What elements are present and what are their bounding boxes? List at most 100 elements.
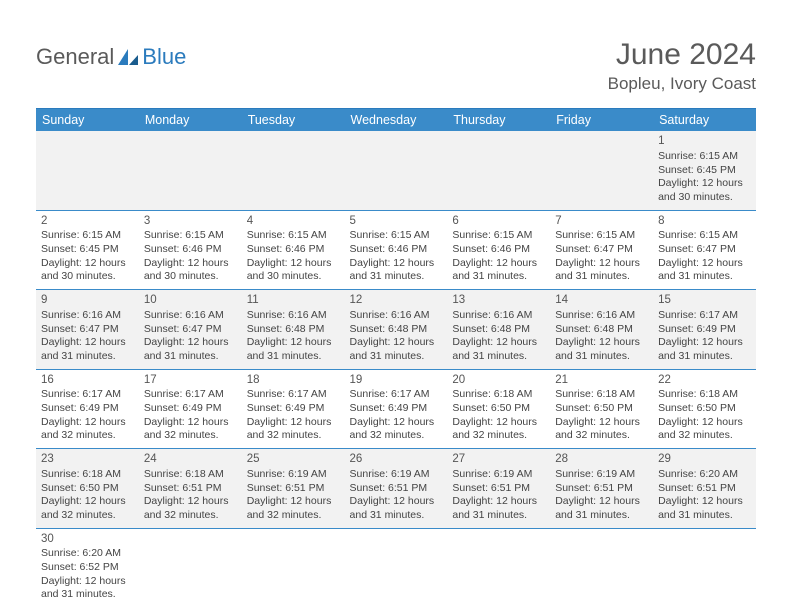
- empty-cell: [139, 131, 242, 210]
- sunrise-text: Sunrise: 6:16 AM: [247, 309, 340, 323]
- daylight2-text: and 32 minutes.: [247, 429, 340, 443]
- sunrise-text: Sunrise: 6:16 AM: [144, 309, 237, 323]
- sunrise-text: Sunrise: 6:15 AM: [658, 150, 751, 164]
- daylight1-text: Daylight: 12 hours: [41, 336, 134, 350]
- day-cell: 24Sunrise: 6:18 AMSunset: 6:51 PMDayligh…: [139, 449, 242, 529]
- sunset-text: Sunset: 6:47 PM: [144, 323, 237, 337]
- daylight1-text: Daylight: 12 hours: [350, 495, 443, 509]
- sunset-text: Sunset: 6:51 PM: [144, 482, 237, 496]
- sunrise-text: Sunrise: 6:19 AM: [555, 468, 648, 482]
- sunset-text: Sunset: 6:47 PM: [658, 243, 751, 257]
- daylight2-text: and 31 minutes.: [144, 350, 237, 364]
- day-cell: 18Sunrise: 6:17 AMSunset: 6:49 PMDayligh…: [242, 369, 345, 449]
- sunset-text: Sunset: 6:49 PM: [350, 402, 443, 416]
- sunset-text: Sunset: 6:49 PM: [247, 402, 340, 416]
- day-number: 11: [247, 293, 340, 308]
- empty-cell: [550, 131, 653, 210]
- day-number: 3: [144, 214, 237, 229]
- day-cell: 25Sunrise: 6:19 AMSunset: 6:51 PMDayligh…: [242, 449, 345, 529]
- daylight1-text: Daylight: 12 hours: [247, 336, 340, 350]
- day-number: 8: [658, 214, 751, 229]
- day-header-row: SundayMondayTuesdayWednesdayThursdayFrid…: [36, 109, 756, 132]
- sunrise-text: Sunrise: 6:15 AM: [41, 229, 134, 243]
- sunset-text: Sunset: 6:51 PM: [350, 482, 443, 496]
- day-cell: 13Sunrise: 6:16 AMSunset: 6:48 PMDayligh…: [447, 290, 550, 370]
- daylight1-text: Daylight: 12 hours: [144, 495, 237, 509]
- day-cell: 17Sunrise: 6:17 AMSunset: 6:49 PMDayligh…: [139, 369, 242, 449]
- sunrise-text: Sunrise: 6:18 AM: [452, 388, 545, 402]
- empty-cell: [653, 528, 756, 607]
- daylight2-text: and 31 minutes.: [452, 509, 545, 523]
- sunrise-text: Sunrise: 6:15 AM: [555, 229, 648, 243]
- daylight1-text: Daylight: 12 hours: [452, 416, 545, 430]
- day-cell: 6Sunrise: 6:15 AMSunset: 6:46 PMDaylight…: [447, 210, 550, 290]
- month-title: June 2024: [608, 38, 756, 72]
- day-cell: 5Sunrise: 6:15 AMSunset: 6:46 PMDaylight…: [345, 210, 448, 290]
- day-number: 17: [144, 373, 237, 388]
- day-cell: 26Sunrise: 6:19 AMSunset: 6:51 PMDayligh…: [345, 449, 448, 529]
- daylight2-text: and 32 minutes.: [555, 429, 648, 443]
- sunrise-text: Sunrise: 6:20 AM: [658, 468, 751, 482]
- sunrise-text: Sunrise: 6:16 AM: [350, 309, 443, 323]
- location: Bopleu, Ivory Coast: [608, 74, 756, 94]
- empty-cell: [242, 528, 345, 607]
- daylight1-text: Daylight: 12 hours: [247, 495, 340, 509]
- sunrise-text: Sunrise: 6:18 AM: [658, 388, 751, 402]
- daylight2-text: and 31 minutes.: [247, 350, 340, 364]
- day-number: 20: [452, 373, 545, 388]
- daylight1-text: Daylight: 12 hours: [658, 257, 751, 271]
- week-row: 30Sunrise: 6:20 AMSunset: 6:52 PMDayligh…: [36, 528, 756, 607]
- day-cell: 23Sunrise: 6:18 AMSunset: 6:50 PMDayligh…: [36, 449, 139, 529]
- day-cell: 30Sunrise: 6:20 AMSunset: 6:52 PMDayligh…: [36, 528, 139, 607]
- daylight1-text: Daylight: 12 hours: [658, 336, 751, 350]
- daylight2-text: and 31 minutes.: [555, 350, 648, 364]
- daylight1-text: Daylight: 12 hours: [247, 257, 340, 271]
- day-number: 16: [41, 373, 134, 388]
- sunset-text: Sunset: 6:50 PM: [41, 482, 134, 496]
- daylight1-text: Daylight: 12 hours: [555, 257, 648, 271]
- sunset-text: Sunset: 6:49 PM: [144, 402, 237, 416]
- week-row: 23Sunrise: 6:18 AMSunset: 6:50 PMDayligh…: [36, 449, 756, 529]
- sunrise-text: Sunrise: 6:18 AM: [144, 468, 237, 482]
- sunrise-text: Sunrise: 6:19 AM: [350, 468, 443, 482]
- daylight2-text: and 32 minutes.: [41, 509, 134, 523]
- daylight2-text: and 31 minutes.: [658, 350, 751, 364]
- day-cell: 10Sunrise: 6:16 AMSunset: 6:47 PMDayligh…: [139, 290, 242, 370]
- day-cell: 12Sunrise: 6:16 AMSunset: 6:48 PMDayligh…: [345, 290, 448, 370]
- day-cell: 21Sunrise: 6:18 AMSunset: 6:50 PMDayligh…: [550, 369, 653, 449]
- daylight2-text: and 32 minutes.: [144, 509, 237, 523]
- daylight1-text: Daylight: 12 hours: [658, 177, 751, 191]
- day-cell: 29Sunrise: 6:20 AMSunset: 6:51 PMDayligh…: [653, 449, 756, 529]
- day-cell: 1Sunrise: 6:15 AMSunset: 6:45 PMDaylight…: [653, 131, 756, 210]
- daylight1-text: Daylight: 12 hours: [350, 336, 443, 350]
- calendar-body: 1Sunrise: 6:15 AMSunset: 6:45 PMDaylight…: [36, 131, 756, 607]
- day-number: 27: [452, 452, 545, 467]
- logo-text-blue: Blue: [142, 44, 186, 70]
- daylight1-text: Daylight: 12 hours: [144, 257, 237, 271]
- sunrise-text: Sunrise: 6:17 AM: [247, 388, 340, 402]
- empty-cell: [447, 131, 550, 210]
- empty-cell: [447, 528, 550, 607]
- daylight2-text: and 31 minutes.: [555, 509, 648, 523]
- day-header: Thursday: [447, 109, 550, 132]
- day-cell: 14Sunrise: 6:16 AMSunset: 6:48 PMDayligh…: [550, 290, 653, 370]
- daylight2-text: and 31 minutes.: [555, 270, 648, 284]
- day-cell: 3Sunrise: 6:15 AMSunset: 6:46 PMDaylight…: [139, 210, 242, 290]
- week-row: 9Sunrise: 6:16 AMSunset: 6:47 PMDaylight…: [36, 290, 756, 370]
- daylight2-text: and 31 minutes.: [452, 350, 545, 364]
- sunset-text: Sunset: 6:51 PM: [452, 482, 545, 496]
- sunset-text: Sunset: 6:52 PM: [41, 561, 134, 575]
- day-number: 21: [555, 373, 648, 388]
- daylight2-text: and 32 minutes.: [658, 429, 751, 443]
- sunset-text: Sunset: 6:46 PM: [247, 243, 340, 257]
- daylight1-text: Daylight: 12 hours: [555, 416, 648, 430]
- sunset-text: Sunset: 6:48 PM: [350, 323, 443, 337]
- daylight2-text: and 32 minutes.: [144, 429, 237, 443]
- sunset-text: Sunset: 6:51 PM: [658, 482, 751, 496]
- sunset-text: Sunset: 6:46 PM: [452, 243, 545, 257]
- daylight2-text: and 32 minutes.: [350, 429, 443, 443]
- day-cell: 8Sunrise: 6:15 AMSunset: 6:47 PMDaylight…: [653, 210, 756, 290]
- sunset-text: Sunset: 6:50 PM: [658, 402, 751, 416]
- empty-cell: [345, 528, 448, 607]
- day-cell: 7Sunrise: 6:15 AMSunset: 6:47 PMDaylight…: [550, 210, 653, 290]
